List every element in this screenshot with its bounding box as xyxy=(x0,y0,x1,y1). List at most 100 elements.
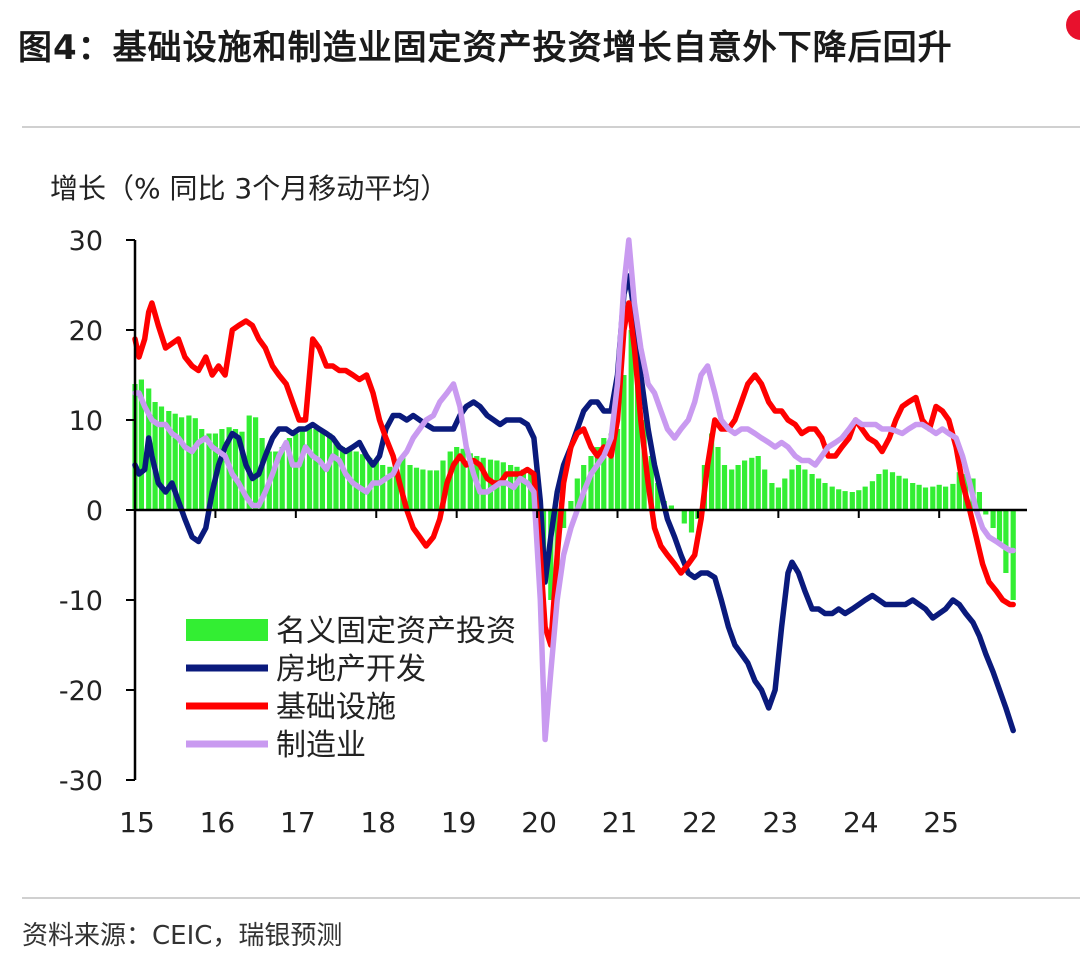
bar xyxy=(715,447,721,510)
bar xyxy=(339,447,346,510)
bar xyxy=(862,486,868,510)
bar xyxy=(520,469,526,510)
bar xyxy=(327,433,333,510)
bar xyxy=(246,415,252,510)
x-tick-label: 19 xyxy=(441,806,477,839)
legend-label: 基础设施 xyxy=(276,690,396,725)
bar xyxy=(842,491,848,510)
bar xyxy=(333,442,339,510)
bar xyxy=(588,456,594,510)
bar xyxy=(922,487,929,510)
line-infrastructure xyxy=(132,300,1016,648)
y-tick-label: 30 xyxy=(69,226,103,257)
bar xyxy=(869,481,875,510)
bar xyxy=(407,465,413,510)
bar xyxy=(1003,510,1009,573)
bar xyxy=(179,417,185,510)
bar xyxy=(795,465,802,510)
y-tick-label: 10 xyxy=(69,406,103,437)
legend-swatch-bar xyxy=(186,619,268,641)
bar xyxy=(420,469,426,510)
bar xyxy=(822,483,828,510)
bar xyxy=(158,406,165,510)
bar xyxy=(983,510,989,515)
bar xyxy=(172,413,178,510)
bar xyxy=(688,510,695,533)
bar xyxy=(574,478,580,510)
bar xyxy=(930,486,936,510)
bar xyxy=(467,453,473,510)
bar xyxy=(166,411,172,510)
bar xyxy=(138,379,144,510)
bar xyxy=(387,466,393,510)
bar xyxy=(568,501,574,510)
x-tick-label: 20 xyxy=(521,806,557,839)
bar xyxy=(206,433,212,510)
bar xyxy=(836,489,842,510)
bar xyxy=(360,454,366,510)
bar xyxy=(306,427,313,510)
bar xyxy=(742,460,748,510)
line-manufacturing xyxy=(132,237,1016,743)
bar xyxy=(253,417,259,510)
bar xyxy=(286,438,292,510)
y-tick-label: -30 xyxy=(59,766,103,797)
bar xyxy=(480,457,486,510)
bar xyxy=(769,483,775,510)
bar xyxy=(655,483,661,510)
bar xyxy=(614,429,621,510)
bar xyxy=(735,465,741,510)
y-tick-label: -20 xyxy=(59,676,103,707)
legend-label: 房地产开发 xyxy=(276,652,426,687)
bar xyxy=(259,438,265,510)
line-series-group xyxy=(132,237,1016,743)
bar xyxy=(721,465,728,510)
top-divider xyxy=(22,126,1080,128)
x-tick-label: 25 xyxy=(923,806,959,839)
bar xyxy=(487,459,494,510)
bar xyxy=(601,438,607,510)
bar xyxy=(916,484,922,510)
bar xyxy=(910,483,916,510)
bar xyxy=(621,375,627,510)
x-tick-label: 16 xyxy=(200,806,236,839)
bar xyxy=(500,462,506,510)
bar xyxy=(809,474,815,510)
bar xyxy=(219,429,225,510)
legend-label: 制造业 xyxy=(276,728,366,763)
bar xyxy=(561,510,567,528)
bar xyxy=(896,475,902,510)
x-tick-label: 17 xyxy=(280,806,316,839)
x-tick-label: 15 xyxy=(119,806,155,839)
bar xyxy=(273,451,279,510)
bar xyxy=(313,429,319,510)
bar xyxy=(889,472,896,510)
bar xyxy=(319,430,325,510)
bar xyxy=(635,357,641,510)
bar xyxy=(802,469,808,510)
x-tick-label: 24 xyxy=(843,806,879,839)
bar xyxy=(668,505,674,510)
bar xyxy=(849,492,855,510)
source-note: 资料来源：CEIC，瑞银预测 xyxy=(22,921,343,951)
x-tick-label: 22 xyxy=(682,806,718,839)
bar xyxy=(681,510,687,524)
chart-title: 图4：基础设施和制造业固定资产投资增长自意外下降后回升 xyxy=(18,28,953,68)
bar xyxy=(413,467,420,510)
bar xyxy=(199,429,205,510)
bar xyxy=(279,447,285,510)
bar xyxy=(434,470,440,510)
bar xyxy=(950,483,956,510)
bar xyxy=(460,448,466,510)
bar xyxy=(749,457,755,510)
legend-label: 名义固定资产投资 xyxy=(276,614,516,649)
x-tick-label: 18 xyxy=(360,806,396,839)
y-tick-label: -10 xyxy=(59,586,103,617)
bar xyxy=(380,465,386,510)
brand-dot xyxy=(1066,10,1080,40)
bar xyxy=(393,460,399,510)
bar xyxy=(152,402,158,510)
bar xyxy=(293,433,299,510)
bar xyxy=(454,447,460,510)
